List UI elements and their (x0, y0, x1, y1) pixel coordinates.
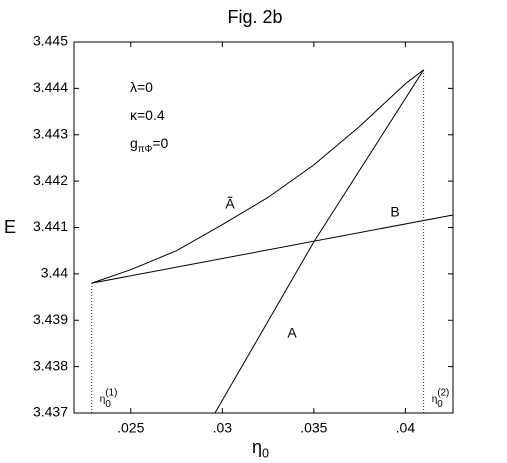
annotation-base: λ=0 (130, 79, 153, 95)
y-tick-label: 3.438 (33, 357, 68, 373)
annotation-sub: πΦ (138, 143, 153, 154)
series-label: A (287, 325, 297, 341)
y-axis-label: E (4, 217, 16, 237)
annotation-tail: =0 (152, 135, 168, 151)
annotation-base: κ=0.4 (130, 107, 165, 123)
y-tick-label: 3.443 (33, 125, 68, 141)
annotation: gπΦ=0 (130, 135, 169, 155)
annotation: λ=0 (130, 79, 153, 95)
marker-label-sub: 0 (437, 398, 443, 409)
x-tick-label: .025 (117, 420, 144, 436)
x-axis-label: η0 (252, 437, 269, 461)
x-tick-label: .04 (396, 420, 416, 436)
y-tick-label: 3.444 (33, 79, 68, 95)
marker-label-sup: (2) (437, 387, 449, 398)
x-tick-label: .035 (300, 420, 327, 436)
y-tick-label: 3.439 (33, 311, 68, 327)
marker-label: η0(2) (432, 387, 450, 409)
marker-label-sup: (1) (105, 387, 117, 398)
series-label: Ã (225, 196, 235, 212)
marker-label-sub: 0 (105, 398, 111, 409)
y-tick-label: 3.44 (41, 265, 68, 281)
series-line (214, 69, 425, 414)
series-label: B (390, 204, 399, 220)
marker-label-base: η (100, 394, 106, 405)
chart-title: Fig. 2b (227, 7, 282, 27)
series-line (91, 69, 425, 284)
series-line (91, 214, 454, 284)
marker-label: η0(1) (100, 387, 118, 409)
y-tick-label: 3.445 (33, 33, 68, 49)
marker-label-base: η (432, 394, 438, 405)
x-tick-label: .03 (213, 420, 233, 436)
x-axis-label-base: η (252, 437, 262, 457)
plot-frame (73, 41, 454, 414)
y-tick-label: 3.437 (33, 404, 68, 420)
annotation: κ=0.4 (130, 107, 165, 123)
annotation-base: g (130, 135, 138, 151)
y-tick-label: 3.441 (33, 218, 68, 234)
x-axis-label-sub: 0 (262, 447, 269, 461)
y-tick-label: 3.442 (33, 172, 68, 188)
